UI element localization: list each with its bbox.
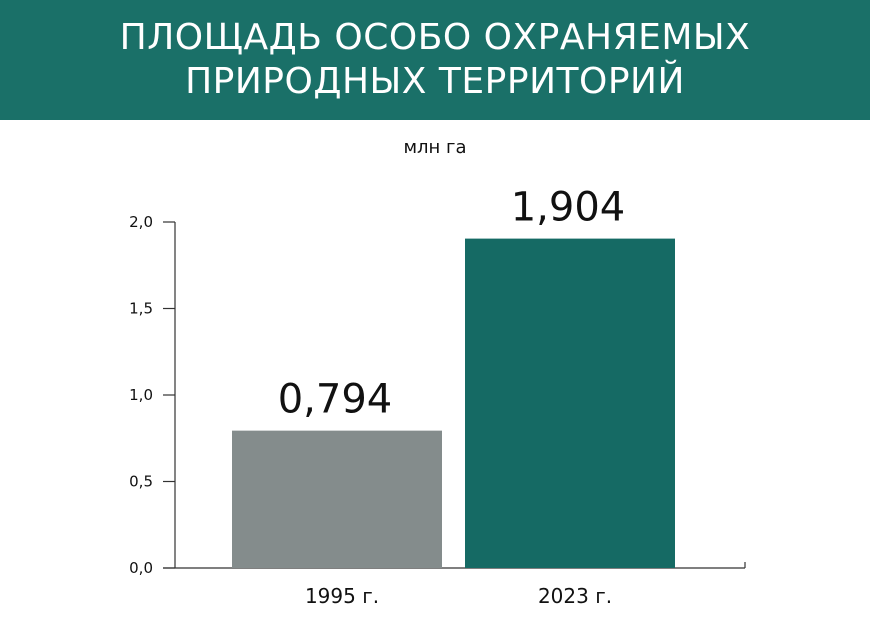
y-tick-label: 1,0: [129, 386, 153, 404]
y-tick-label: 1,5: [129, 300, 153, 318]
x-tick-label: 2023 г.: [538, 584, 612, 608]
title-banner: ПЛОЩАДЬ ОСОБО ОХРАНЯЕМЫХ ПРИРОДНЫХ ТЕРРИ…: [0, 0, 870, 120]
y-tick-label: 0,5: [129, 473, 153, 491]
y-tick-label: 2,0: [129, 213, 153, 231]
data-label: 0,794: [278, 377, 393, 423]
bar: [465, 238, 675, 568]
chart-title-line-2: ПРИРОДНЫХ ТЕРРИТОРИЙ: [185, 61, 685, 102]
y-tick-label: 0,0: [129, 559, 153, 577]
data-label: 1,904: [511, 185, 626, 231]
unit-label: млн га: [403, 137, 467, 158]
x-tick-label: 1995 г.: [305, 584, 379, 608]
chart-title-line-1: ПЛОЩАДЬ ОСОБО ОХРАНЯЕМЫХ: [119, 17, 751, 58]
bar: [232, 430, 442, 568]
